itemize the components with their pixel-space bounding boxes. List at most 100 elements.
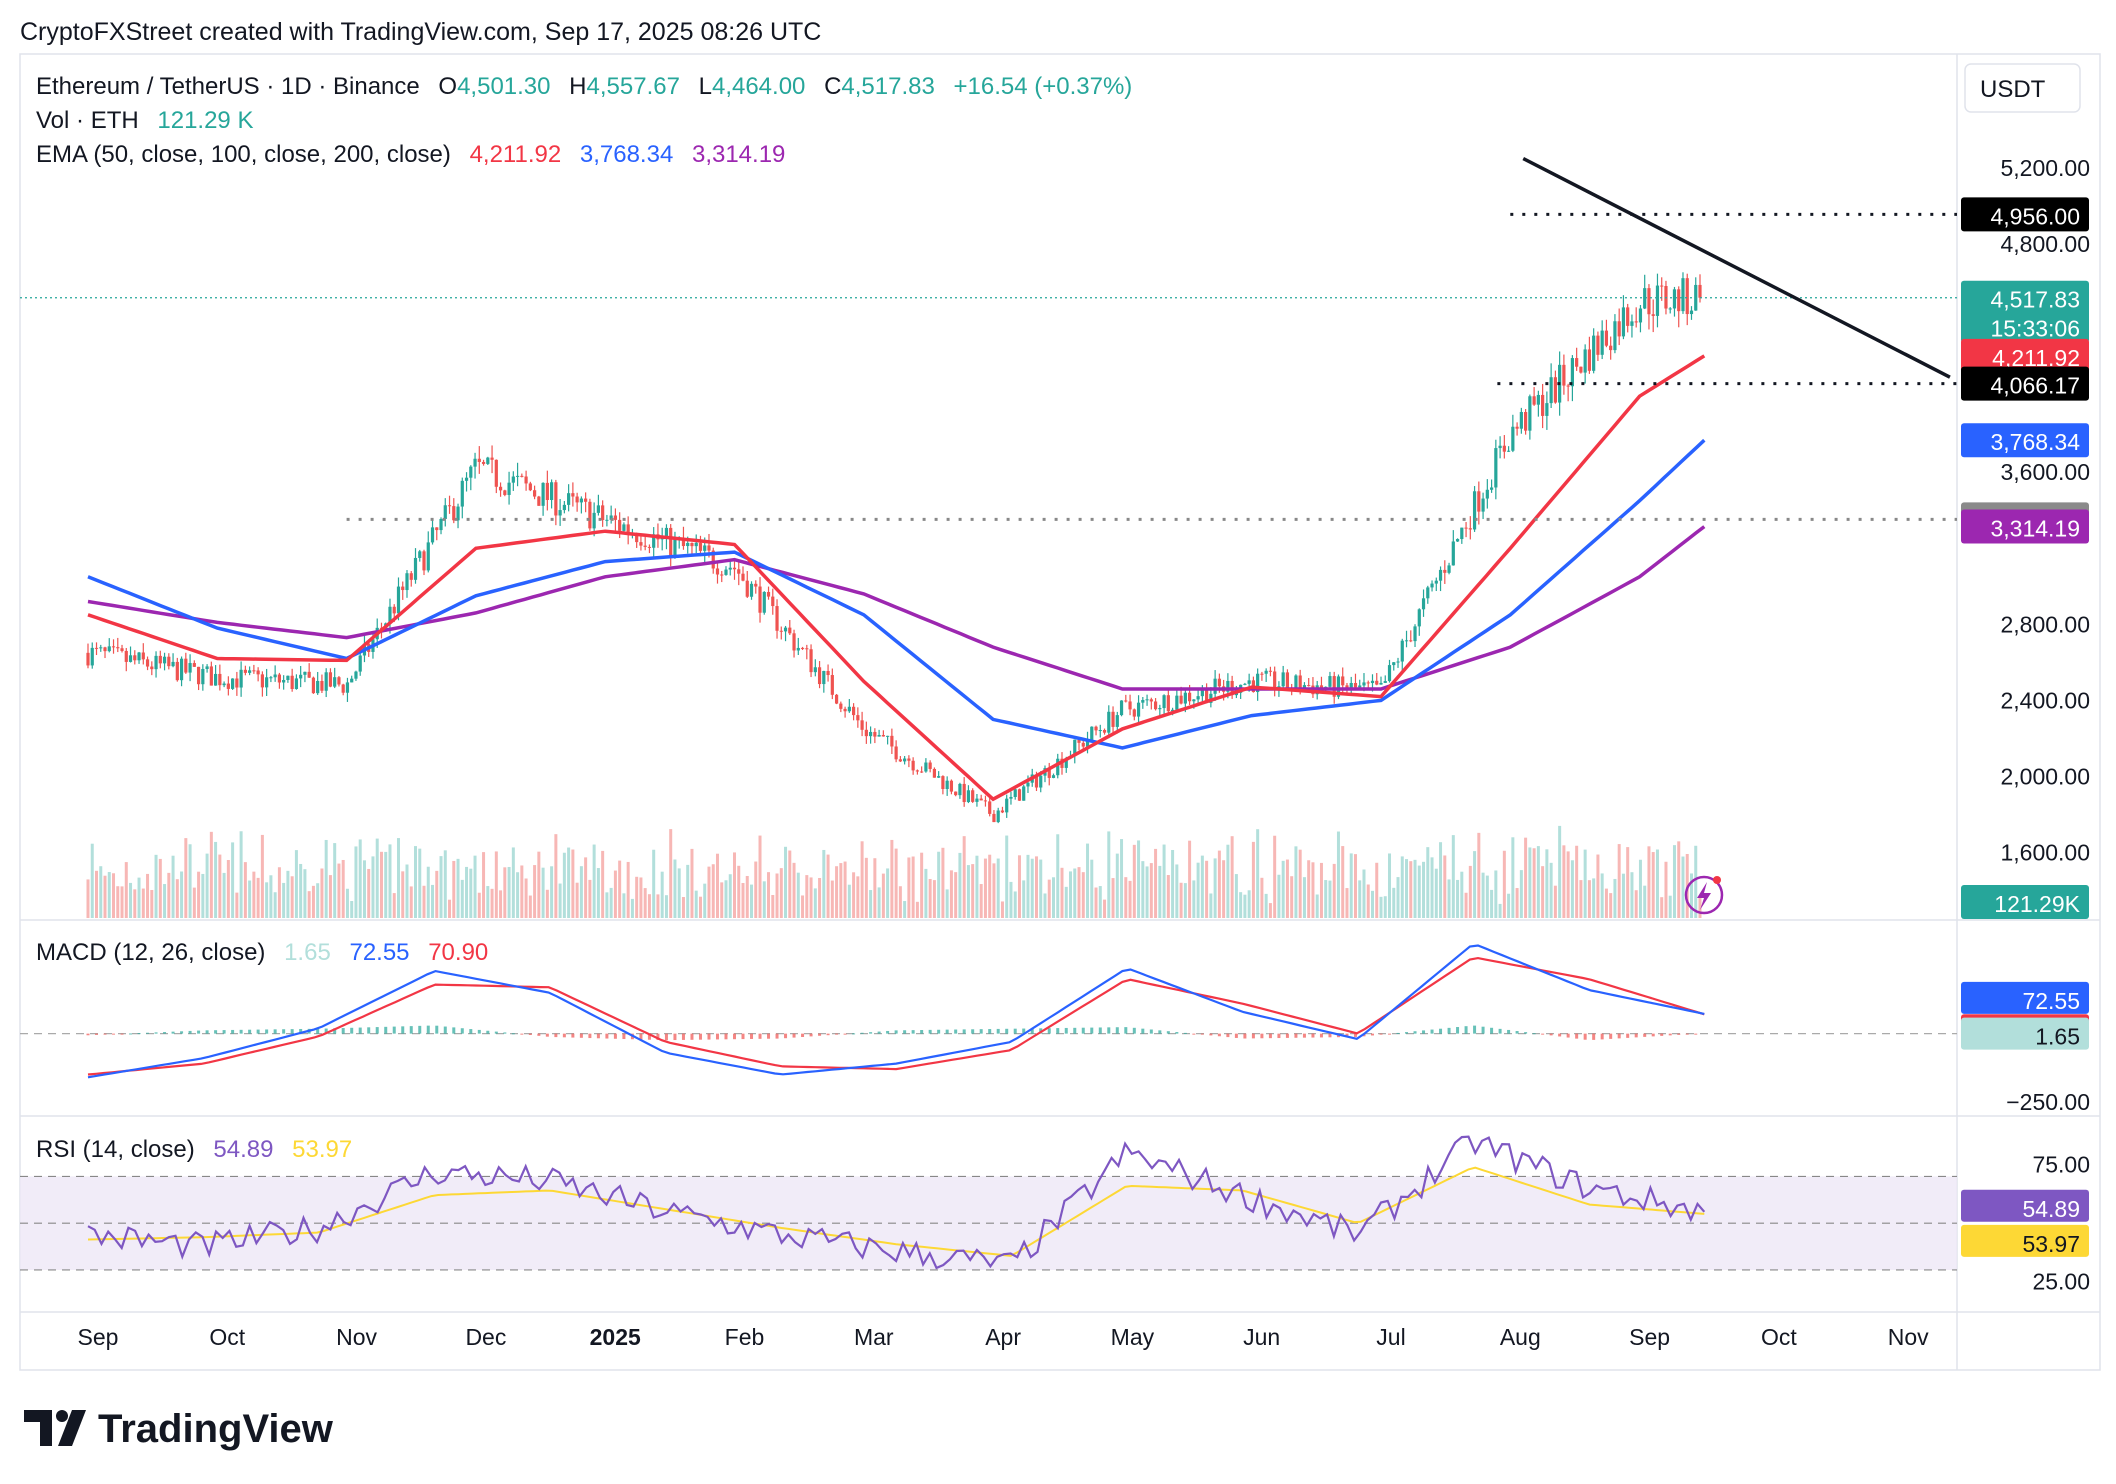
candle-body <box>1583 349 1587 373</box>
volume-bar <box>307 891 311 918</box>
candle-body <box>392 606 396 614</box>
candle-body <box>1128 701 1132 710</box>
volume-bar <box>141 888 145 918</box>
volume-bar <box>503 867 507 918</box>
volume-bar <box>745 875 749 918</box>
candle-body <box>796 647 800 651</box>
volume-bar <box>405 864 409 918</box>
volume-bar <box>890 839 894 918</box>
candle-body <box>1090 726 1094 740</box>
macd-histogram-bar <box>1251 1033 1255 1039</box>
candle-body <box>1145 699 1149 701</box>
candle-body <box>435 527 439 531</box>
macd-histogram-bar <box>358 1027 362 1034</box>
candle-body <box>996 810 1000 823</box>
rsi-tick-label: 25.00 <box>2032 1269 2090 1295</box>
candle-body <box>256 670 260 675</box>
volume-bar <box>1668 895 1672 918</box>
volume-bar <box>260 834 264 918</box>
candle-body <box>558 510 562 516</box>
volume-bar <box>1366 884 1370 918</box>
volume-bar <box>99 866 103 918</box>
volume-bar <box>545 889 549 918</box>
volume-bar <box>860 841 864 918</box>
macd-histogram-bar <box>188 1030 192 1034</box>
candle-body <box>213 673 218 686</box>
candle-body <box>1170 709 1175 712</box>
candle-body <box>1213 678 1217 694</box>
macd-histogram-bar <box>1107 1027 1111 1034</box>
macd-histogram-bar <box>1243 1033 1247 1039</box>
candle-body <box>1179 695 1183 704</box>
volume-bar <box>1230 836 1234 918</box>
currency-button[interactable] <box>1964 63 2081 113</box>
volume-bar <box>239 831 243 918</box>
volume-bar <box>1273 835 1277 918</box>
volume-bar <box>133 889 137 918</box>
macd-histogram-bar <box>426 1025 430 1034</box>
volume-bar <box>639 877 643 918</box>
candle-body <box>613 515 618 520</box>
candle-body <box>1153 701 1158 710</box>
macd-histogram-bar <box>452 1027 456 1034</box>
volume-bar <box>1388 853 1392 918</box>
volume-bar <box>966 865 970 918</box>
volume-bar <box>1239 892 1243 918</box>
volume-bar <box>1694 845 1698 918</box>
candle-body <box>120 648 124 651</box>
candle-body <box>1430 583 1434 588</box>
volume-bar <box>452 860 456 918</box>
macd-histogram-bar <box>460 1028 464 1034</box>
candle-body <box>1107 711 1111 733</box>
macd-histogram-bar <box>1532 1033 1536 1035</box>
candle-body <box>1098 730 1102 732</box>
time-tick-label: Oct <box>209 1324 245 1350</box>
candle-body <box>401 586 405 591</box>
candle-body <box>1166 695 1170 712</box>
support-badge-text: 4,066.17 <box>1990 373 2080 399</box>
macd-histogram-bar <box>911 1030 915 1034</box>
volume-bar <box>575 882 579 918</box>
candle-body <box>86 652 90 666</box>
candle-body <box>584 498 588 502</box>
macd-histogram-bar <box>384 1026 388 1034</box>
macd-histogram-bar <box>886 1030 890 1034</box>
volume-bar <box>175 879 179 918</box>
volume-bar <box>443 850 447 918</box>
volume-bar <box>490 888 494 918</box>
volume-bar <box>1651 852 1655 918</box>
macd-histogram-bar <box>758 1033 762 1039</box>
macd-histogram-bar <box>1413 1031 1417 1034</box>
candle-body <box>1175 695 1179 710</box>
macd-histogram-bar <box>1643 1033 1647 1037</box>
candle-body <box>983 800 988 802</box>
volume-bar <box>1370 890 1374 918</box>
candle-body <box>150 666 154 670</box>
candle-body <box>162 656 167 664</box>
volume-bar <box>1017 855 1021 918</box>
volume-bar <box>235 892 239 918</box>
candle-body <box>869 731 873 737</box>
candle-body <box>1447 565 1451 573</box>
macd-histogram-bar <box>290 1029 294 1034</box>
lightning-icon[interactable] <box>1684 875 1724 915</box>
volume-bar <box>209 831 213 918</box>
volume-bar <box>1200 855 1204 918</box>
volume-bar <box>1443 855 1447 918</box>
macd-histogram-bar <box>520 1033 524 1035</box>
candle-body <box>856 715 860 721</box>
macd-histogram-bar <box>1073 1027 1077 1034</box>
candle-body <box>1621 307 1626 337</box>
rsi-pane <box>20 1135 1957 1271</box>
volume-bar <box>788 850 792 918</box>
volume-bar <box>728 874 732 918</box>
hist-badge-bg <box>1961 1017 2089 1050</box>
macd-histogram-bar <box>945 1029 949 1034</box>
rsi-ma-badge-bg <box>1961 1224 2089 1257</box>
volume-bar <box>1328 880 1332 918</box>
volume-bar <box>1069 871 1073 918</box>
macd-histogram-bar <box>316 1028 320 1034</box>
macd-histogram-bar <box>962 1029 966 1034</box>
macd-histogram-bar <box>1498 1028 1502 1034</box>
